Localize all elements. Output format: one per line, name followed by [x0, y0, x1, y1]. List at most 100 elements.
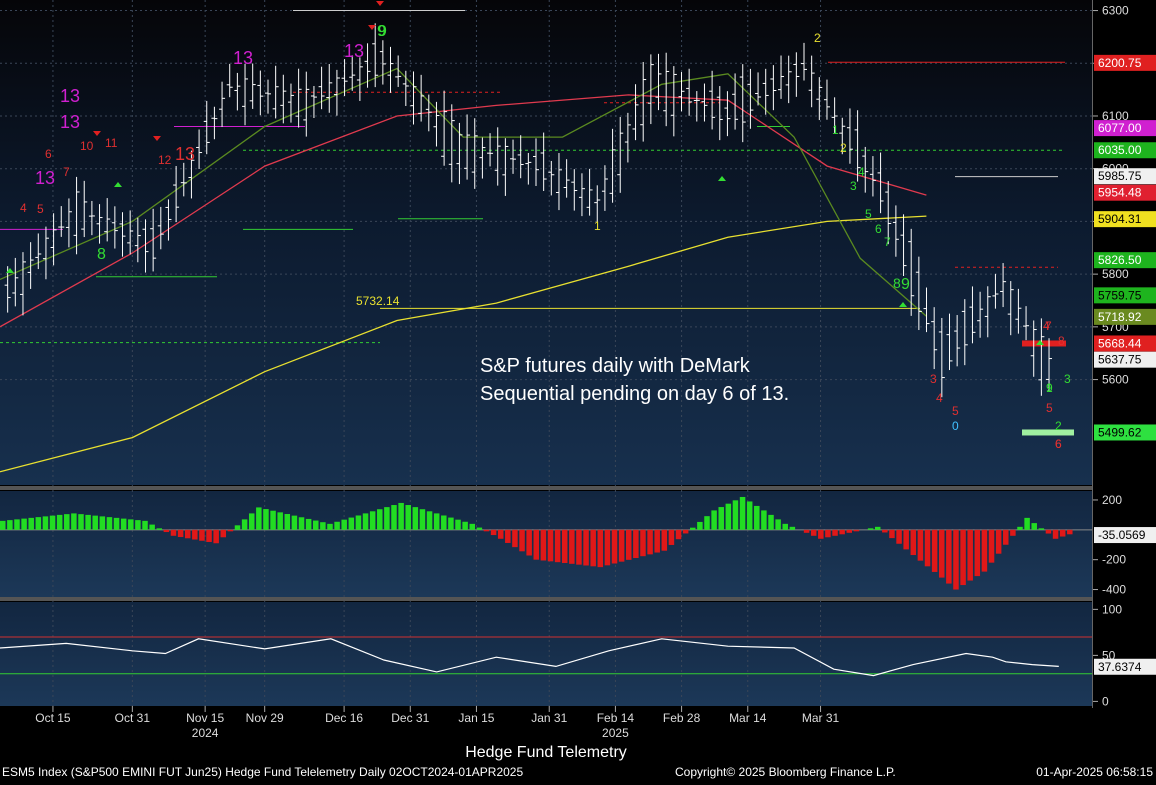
price-label-box	[1094, 211, 1156, 228]
macd-histogram-bar	[263, 509, 269, 530]
macd-histogram-bar	[917, 529, 924, 561]
price-label: 5637.75	[1098, 353, 1142, 367]
price-tick-label: 6300	[1102, 4, 1129, 18]
demark-count: 5	[37, 202, 44, 216]
price-label-box	[1094, 184, 1156, 201]
buy-arrow-icon	[899, 302, 907, 307]
macd-histogram-bar	[85, 514, 91, 530]
macd-histogram-bar	[647, 529, 653, 555]
demark-count: 8	[97, 246, 106, 263]
macd-histogram-bar	[1067, 529, 1073, 535]
price-label: 6035.00	[1098, 143, 1142, 157]
macd-histogram-bar	[561, 529, 568, 563]
macd-histogram-bar	[56, 514, 63, 530]
x-tick-label: Mar 14	[729, 711, 767, 725]
macd-histogram-bar	[369, 511, 376, 530]
x-tick-label: Feb 14	[597, 711, 635, 725]
macd-histogram-bar	[391, 505, 397, 530]
macd-value-label: -35.0569	[1098, 528, 1146, 542]
macd-histogram-bar	[675, 529, 682, 540]
price-label: 6077.00	[1098, 121, 1142, 135]
price-label-box	[1094, 54, 1156, 71]
buy-arrow-icon	[1036, 340, 1044, 345]
macd-histogram-bar	[1045, 529, 1052, 534]
demark-count: 0	[952, 419, 959, 433]
demark-count: 12	[158, 153, 172, 167]
macd-histogram-bar	[882, 529, 888, 533]
price-label: 5904.31	[1098, 212, 1142, 226]
macd-histogram-bar	[832, 529, 838, 536]
rsi-line	[0, 638, 1059, 677]
demark-count: 13	[175, 144, 195, 164]
macd-histogram-bar	[163, 529, 170, 533]
macd-histogram-bar	[654, 529, 660, 553]
macd-histogram-bar	[526, 529, 532, 556]
macd-histogram-bar	[170, 529, 177, 536]
macd-histogram-bar	[441, 515, 447, 530]
macd-histogram-bar	[92, 515, 98, 530]
buy-arrow-icon	[6, 268, 14, 273]
macd-histogram-bar	[597, 529, 604, 568]
price-label: 5985.75	[1098, 169, 1142, 183]
macd-histogram-bar	[803, 529, 810, 533]
demark-count: 13	[60, 112, 80, 132]
macd-histogram-bar	[547, 529, 554, 562]
macd-histogram-bar	[433, 513, 440, 530]
macd-histogram-bar	[412, 507, 419, 530]
macd-histogram-bar	[1038, 528, 1045, 530]
rsi-value-box	[1094, 658, 1156, 675]
footer-right: 01-Apr-2025 06:58:15	[1036, 765, 1153, 779]
risk-level-marker	[1022, 340, 1066, 347]
price-label-box	[1094, 252, 1156, 269]
rsi-tick-label: 0	[1102, 694, 1109, 708]
macd-histogram-bar	[320, 522, 326, 530]
macd-histogram-bar	[483, 529, 490, 532]
macd-histogram-bar	[199, 529, 205, 541]
macd-histogram-bar	[312, 520, 319, 530]
macd-histogram-bar	[270, 510, 276, 530]
demark-count: 2	[1055, 419, 1062, 433]
macd-histogram-bar	[1010, 529, 1016, 536]
rsi-value-label: 37.6374	[1098, 660, 1142, 674]
macd-histogram-bar	[305, 518, 312, 530]
macd-histogram-bar	[184, 529, 191, 539]
macd-histogram-bar	[924, 529, 931, 567]
macd-histogram-bar	[739, 496, 746, 530]
demark-count: 4	[20, 201, 27, 215]
macd-histogram-bar	[853, 529, 860, 532]
macd-histogram-bar	[227, 529, 234, 532]
macd-histogram-bar	[462, 521, 468, 530]
rsi-tick-label: 100	[1102, 602, 1122, 616]
macd-histogram-bar	[120, 518, 127, 530]
macd-histogram-bar	[718, 507, 724, 530]
macd-histogram-bar	[754, 505, 760, 530]
price-label: 5954.48	[1098, 186, 1142, 200]
macd-histogram-bar	[704, 516, 710, 530]
macd-histogram-bar	[554, 529, 561, 563]
moving-average-line-3	[0, 67, 927, 317]
macd-histogram-bar	[974, 529, 981, 577]
demark-count: 11	[105, 136, 118, 150]
demark-count: 13	[60, 86, 80, 106]
macd-histogram-bar	[35, 517, 42, 530]
price-label: 5668.44	[1098, 336, 1142, 350]
macd-histogram-bar	[867, 528, 874, 530]
x-tick-label: Dec 16	[325, 711, 363, 725]
x-tick-label: Mar 31	[802, 711, 840, 725]
price-panel-bg	[0, 0, 1092, 485]
x-tick-label: Jan 15	[458, 711, 494, 725]
x-year-label: 2024	[192, 726, 219, 740]
macd-histogram-bar	[746, 501, 753, 530]
macd-histogram-bar	[775, 519, 781, 530]
moving-average-line-1	[0, 215, 927, 473]
macd-histogram-bar	[938, 529, 945, 578]
demark-count: 2	[840, 141, 847, 155]
demark-count: 10	[80, 139, 94, 153]
demark-count: 7	[1045, 319, 1052, 333]
macd-histogram-bar	[910, 529, 917, 556]
demark-count: 9	[901, 276, 910, 293]
panel-divider-2	[0, 597, 1092, 601]
macd-histogram-bar	[1024, 517, 1030, 530]
annotation-line-1: S&P futures daily with DeMark	[480, 355, 751, 377]
macd-histogram-bar	[825, 529, 831, 538]
